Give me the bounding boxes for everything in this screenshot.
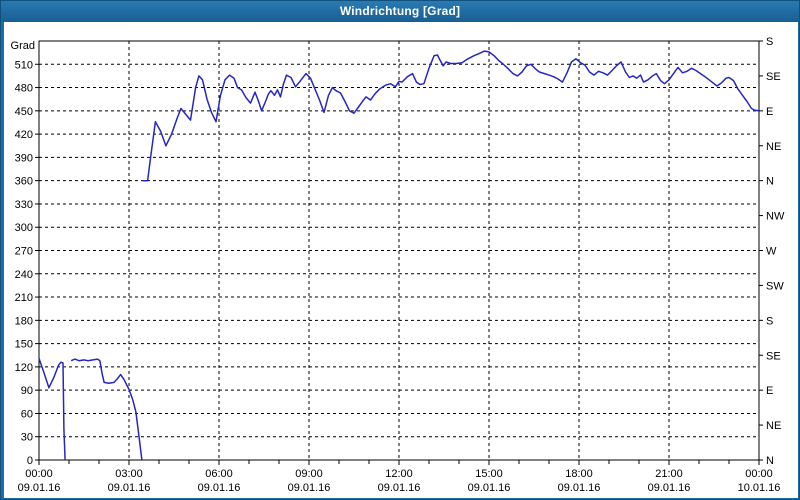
y-tick-label: 0	[27, 455, 33, 467]
compass-label: E	[766, 385, 773, 397]
y-tick-label: 390	[15, 152, 33, 164]
chart-panel: 0 30 60 90 120 150 180 210 240 270 300 330 360 390 420…	[4, 22, 798, 498]
y-tick-label: 450	[15, 106, 33, 118]
y-tick-label: 480	[15, 83, 33, 95]
compass-label: SE	[766, 71, 781, 83]
x-time-label: 06:00	[205, 468, 233, 480]
x-time-label: 21:00	[655, 468, 683, 480]
y-tick-label: 510	[15, 59, 33, 71]
axis-layer: 0 30 60 90 120 150 180 210 240 270 300 330 360 390 420…	[11, 36, 785, 494]
x-date-label: 09.01.16	[468, 482, 511, 494]
compass-label: N	[766, 176, 774, 188]
compass-label: SW	[766, 280, 784, 292]
y-tick-label: 30	[21, 432, 33, 444]
series-layer	[38, 50, 760, 461]
compass-label: NW	[766, 211, 785, 223]
y-tick-label: 240	[15, 269, 33, 281]
compass-label: S	[766, 36, 773, 48]
x-time-label: 03:00	[115, 468, 143, 480]
x-date-label: 10.01.16	[738, 482, 781, 494]
wind-direction-series	[70, 358, 143, 461]
x-date-label: 09.01.16	[648, 482, 691, 494]
wind-direction-chart: 0 30 60 90 120 150 180 210 240 270 300 330 360 390 420…	[11, 36, 785, 494]
window-title: Windrichtung [Grad]	[339, 4, 461, 18]
compass-label: N	[766, 455, 774, 467]
y-tick-label: 270	[15, 246, 33, 258]
x-date-label: 09.01.16	[558, 482, 601, 494]
x-date-label: 09.01.16	[198, 482, 241, 494]
compass-label: W	[766, 246, 777, 258]
compass-label: S	[766, 315, 773, 327]
y-tick-label: 150	[15, 339, 33, 351]
compass-label: SE	[766, 350, 781, 362]
y-tick-label: 180	[15, 315, 33, 327]
y-tick-label: 300	[15, 222, 33, 234]
y-tick-label: 420	[15, 129, 33, 141]
x-time-label: 12:00	[385, 468, 413, 480]
wind-direction-series	[142, 50, 760, 182]
compass-label: NE	[766, 141, 781, 153]
y-tick-label: 60	[21, 408, 33, 420]
x-time-label: 18:00	[565, 468, 593, 480]
y-tick-label: 330	[15, 199, 33, 211]
y-tick-label: 90	[21, 385, 33, 397]
compass-label: E	[766, 106, 773, 118]
compass-label: NE	[766, 420, 781, 432]
window-titlebar: Windrichtung [Grad]	[1, 1, 799, 22]
x-time-label: 09:00	[295, 468, 323, 480]
y-tick-label: 120	[15, 362, 33, 374]
x-date-label: 09.01.16	[288, 482, 331, 494]
x-time-label: 15:00	[475, 468, 503, 480]
x-date-label: 09.01.16	[378, 482, 421, 494]
grid-layer	[39, 41, 759, 460]
wind-direction-series	[38, 358, 66, 461]
x-date-label: 09.01.16	[108, 482, 151, 494]
x-date-label: 09.01.16	[18, 482, 61, 494]
y-tick-label: 360	[15, 176, 33, 188]
y-tick-label: 210	[15, 292, 33, 304]
y-axis-title: Grad	[11, 40, 35, 52]
x-time-label: 00:00	[25, 468, 53, 480]
x-time-label: 00:00	[745, 468, 773, 480]
